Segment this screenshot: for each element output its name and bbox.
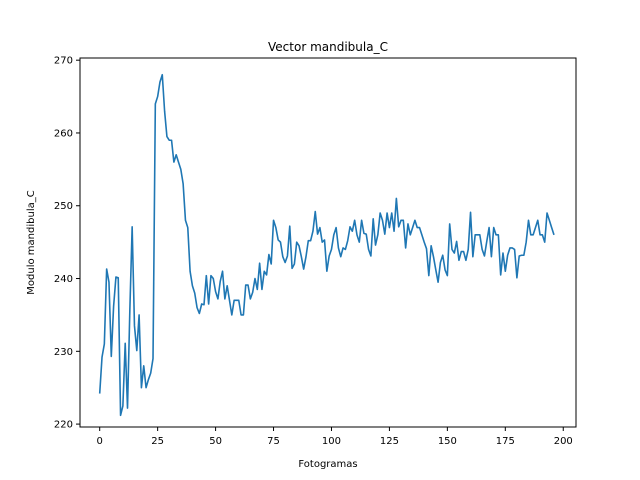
x-tick-label: 125 xyxy=(380,436,399,447)
x-axis: 0 25 50 75 100 125 150 175 200 xyxy=(97,427,573,447)
x-tick-label: 200 xyxy=(554,436,573,447)
plot-area-frame xyxy=(79,57,577,428)
x-tick-label: 0 xyxy=(97,436,103,447)
x-tick-label: 25 xyxy=(151,436,164,447)
y-tick-label: 230 xyxy=(54,347,73,358)
y-axis-label: Modulo mandibula_C xyxy=(26,190,37,294)
y-tick-label: 240 xyxy=(54,274,73,285)
y-tick-label: 270 xyxy=(54,56,73,67)
x-tick-label: 150 xyxy=(438,436,457,447)
y-tick-label: 260 xyxy=(54,128,73,139)
series-line xyxy=(98,73,555,417)
y-tick-label: 220 xyxy=(54,420,73,431)
x-tick-label: 100 xyxy=(322,436,341,447)
x-tick-label: 75 xyxy=(267,436,280,447)
x-tick-label: 50 xyxy=(209,436,222,447)
chart-title: Vector mandibula_C xyxy=(268,40,388,54)
y-tick-label: 250 xyxy=(54,201,73,212)
y-axis: 220 230 240 250 260 270 xyxy=(54,56,80,431)
x-axis-label: Fotogramas xyxy=(298,459,357,470)
x-tick-label: 175 xyxy=(496,436,515,447)
